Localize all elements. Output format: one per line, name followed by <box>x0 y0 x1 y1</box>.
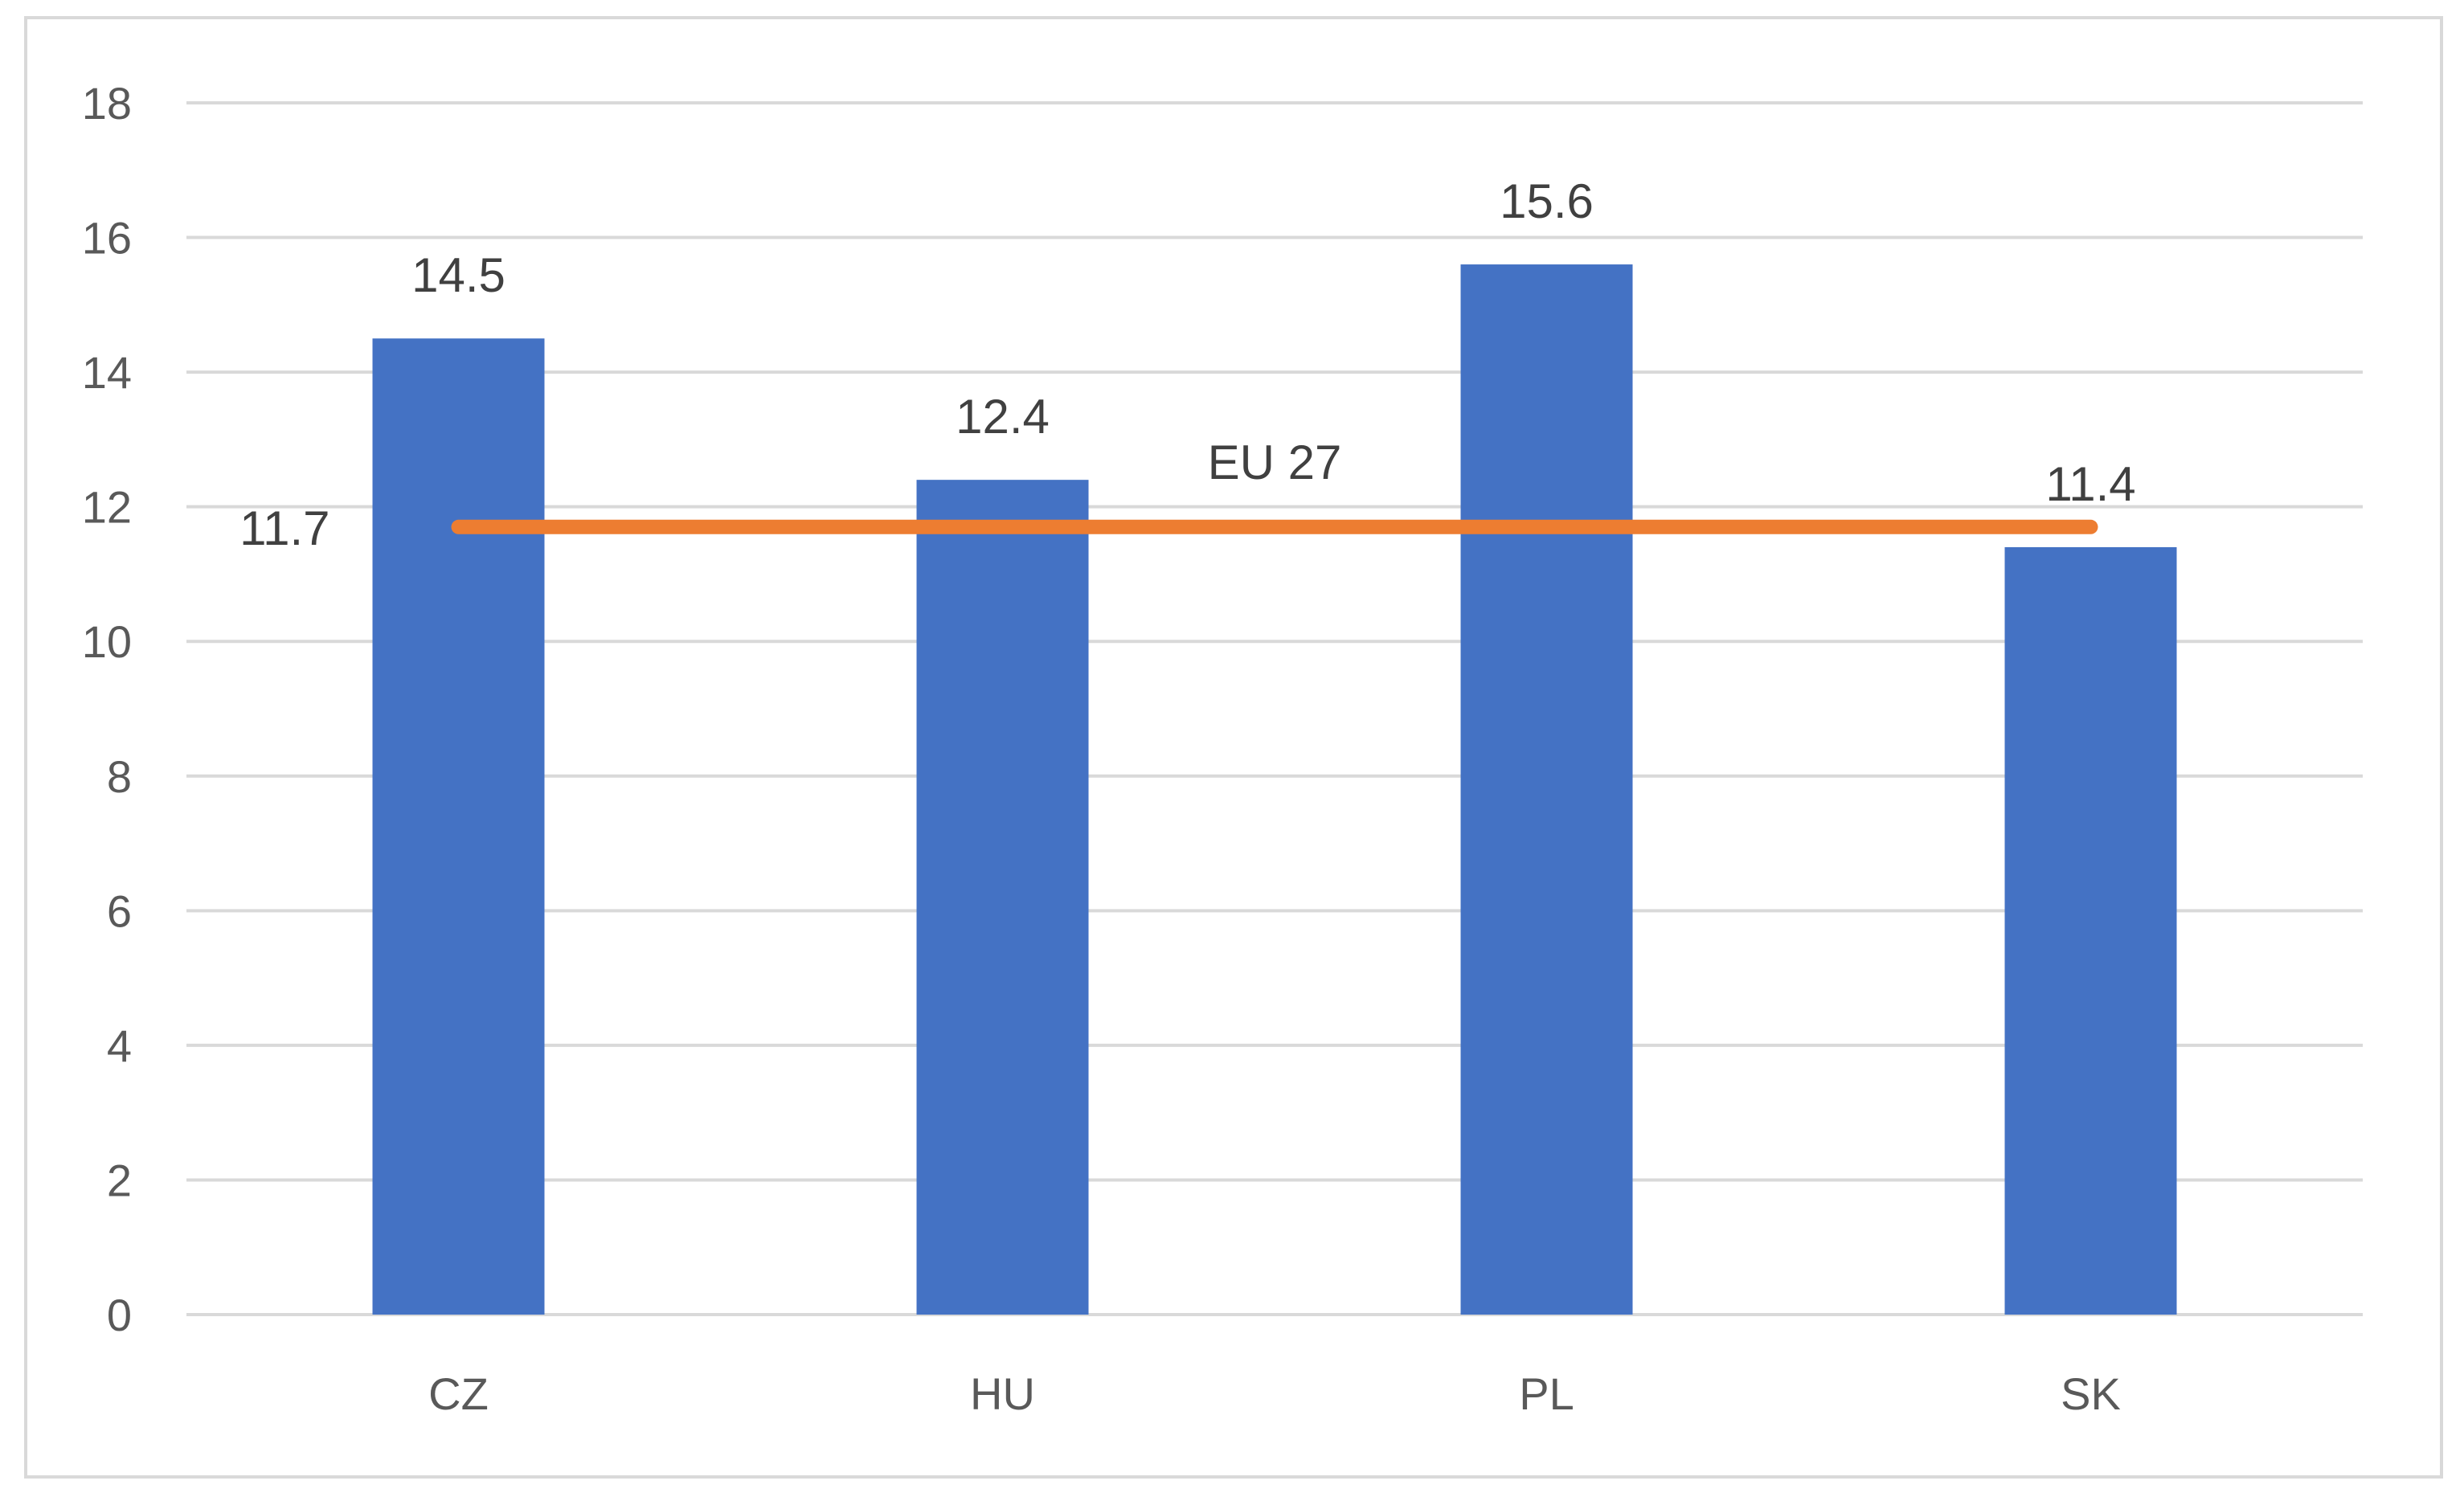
eu27-value-label: 11.7 <box>239 501 329 555</box>
y-tick-label: 16 <box>82 213 132 264</box>
x-category-label: PL <box>1519 1368 1574 1419</box>
y-tick-label: 6 <box>107 886 132 936</box>
y-tick-label: 14 <box>82 347 132 398</box>
gridlines <box>186 101 2363 1316</box>
data-label-pl: 15.6 <box>1500 174 1594 228</box>
y-tick-label: 4 <box>107 1020 132 1071</box>
bar-cz <box>372 338 545 1315</box>
eu27-annotation: EU 27 <box>1208 436 1342 489</box>
y-tick-label: 0 <box>107 1290 132 1340</box>
bar-sk <box>2004 546 2177 1315</box>
y-tick-label: 10 <box>82 616 132 667</box>
y-axis-ticks: 0 2 4 6 8 10 12 14 16 18 <box>82 78 132 1340</box>
y-tick-label: 12 <box>82 482 132 533</box>
x-category-label: HU <box>970 1368 1035 1419</box>
x-axis-categories: CZ HU PL SK <box>428 1368 2121 1419</box>
data-label-sk: 11.4 <box>2045 457 2135 511</box>
x-category-label: CZ <box>428 1368 489 1419</box>
bar-hu <box>916 480 1089 1315</box>
x-category-label: SK <box>2061 1368 2121 1419</box>
bar-pl <box>1460 264 1633 1315</box>
data-labels: 14.5 12.4 15.6 11.4 11.7 EU 27 <box>239 174 2135 555</box>
data-label-hu: 12.4 <box>956 390 1050 444</box>
bars <box>372 264 2177 1315</box>
y-tick-label: 2 <box>107 1155 132 1205</box>
data-label-cz: 14.5 <box>411 248 505 302</box>
y-tick-label: 8 <box>107 751 132 802</box>
y-tick-label: 18 <box>82 78 132 129</box>
